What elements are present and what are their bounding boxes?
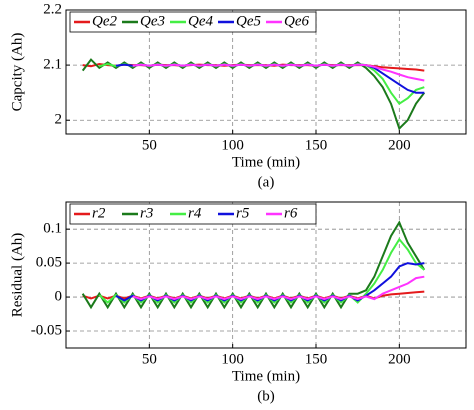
y-tick-label: 2.1	[43, 57, 62, 73]
legend-label: r3	[140, 205, 153, 221]
legend-label: r4	[188, 205, 202, 221]
y-axis-label: Capcity (Ah)	[9, 33, 25, 112]
series-line	[132, 275, 425, 301]
x-tick-label: 100	[221, 137, 244, 153]
legend-label: Qe6	[284, 13, 309, 29]
y-axis-label: Residual (Ah)	[9, 233, 25, 318]
legend-label: r5	[236, 205, 250, 221]
legend: Qe2 Qe3 Qe4 Qe5 Qe6	[69, 11, 317, 33]
series-line	[81, 220, 426, 310]
y-tick-label: 0.1	[43, 221, 62, 237]
y-tick-label: 2.2	[43, 1, 62, 17]
x-tick-label: 50	[142, 351, 157, 367]
caption: (b)	[257, 388, 275, 404]
y-tick-label: 2	[55, 112, 63, 128]
legend-label: Qe3	[140, 13, 165, 29]
y-tick-label: 0.05	[36, 255, 62, 271]
x-tick-label: 200	[388, 351, 411, 367]
x-axis-label: Time (min)	[232, 368, 300, 384]
x-axis-label: Time (min)	[232, 154, 300, 170]
legend-label: Qe4	[188, 13, 213, 29]
caption: (a)	[258, 174, 275, 190]
legend-box	[69, 11, 317, 33]
x-tick-label: 100	[221, 351, 244, 367]
legend-label: Qe5	[236, 13, 261, 29]
x-tick-label: 200	[388, 137, 411, 153]
legend-label: Qe2	[92, 13, 117, 29]
y-tick-label: 0	[55, 289, 63, 305]
plot-frame	[65, 201, 467, 349]
x-tick-label: 150	[305, 137, 328, 153]
y-tick-label: -0.05	[31, 322, 62, 338]
legend-box	[69, 203, 317, 225]
plot-frame	[65, 9, 467, 135]
legend-label: r2	[92, 205, 106, 221]
legend-label: r6	[284, 205, 298, 221]
series-line	[132, 63, 425, 82]
x-tick-label: 50	[142, 137, 157, 153]
x-tick-label: 150	[305, 351, 328, 367]
legend: r2 r3 r4 r5 r6	[69, 203, 317, 225]
